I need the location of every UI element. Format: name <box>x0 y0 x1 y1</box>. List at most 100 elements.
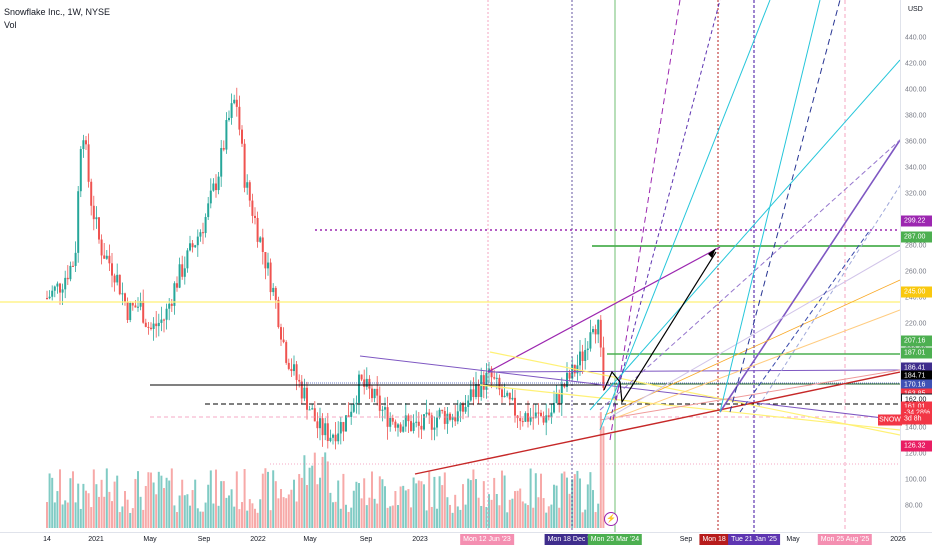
candle-body <box>391 417 394 422</box>
trend-line <box>599 139 900 411</box>
volume-bar <box>376 503 379 528</box>
candle-body <box>329 437 332 442</box>
candle-body <box>553 402 555 413</box>
volume-bar <box>212 503 215 528</box>
candle-body <box>264 252 267 269</box>
candle-body <box>191 243 194 248</box>
volume-bar <box>189 505 191 528</box>
candle-body <box>441 409 444 412</box>
volume-bar <box>417 480 420 528</box>
candle-body <box>451 417 454 420</box>
volume-bar <box>77 483 80 528</box>
volume-bar <box>384 486 386 528</box>
candle-body <box>373 388 376 399</box>
chart-legend: Snowflake Inc., 1W, NYSE Vol <box>4 6 110 32</box>
candle-body <box>259 237 262 242</box>
trend-line <box>609 0 721 421</box>
candle-body <box>547 415 550 418</box>
price-tag: 207.16 <box>901 335 932 347</box>
volume-bar <box>560 473 563 528</box>
candle-body <box>61 289 64 293</box>
volume-bar <box>493 477 496 528</box>
volume-bar <box>48 473 51 528</box>
candle-body <box>82 140 85 150</box>
volume-bar <box>352 490 355 528</box>
price-tag: 161.01 <box>901 401 932 413</box>
volume-bar <box>207 484 210 528</box>
volume-bar <box>51 477 54 528</box>
volume-bar <box>72 471 74 528</box>
symbol-title[interactable]: Snowflake Inc., 1W, NYSE <box>4 7 111 17</box>
candle-body <box>293 364 295 372</box>
candle-body <box>352 404 355 412</box>
price-tag: 184.71 <box>901 370 932 382</box>
candle-body <box>472 389 475 398</box>
price-tick-label: 220.00 <box>905 320 927 328</box>
volume-bar <box>459 509 462 528</box>
volume-bar <box>511 498 514 528</box>
lightning-icon[interactable]: ⚡ <box>604 512 618 526</box>
time-axis[interactable]: 14 2021 May Sep 2022 May Sep 2023 Sep May 2026 Mon… <box>0 532 932 551</box>
candle-body <box>150 327 152 329</box>
candle-body <box>134 305 137 308</box>
volume-bar <box>371 471 373 528</box>
candle-body <box>228 117 230 121</box>
volume-bar <box>365 505 368 528</box>
volume-bar <box>131 508 134 528</box>
price-tick-label: 420.00 <box>905 60 927 68</box>
volume-bar <box>540 473 542 528</box>
volume-bar <box>420 481 423 528</box>
candle-body <box>116 274 119 283</box>
volume-bar <box>116 475 119 528</box>
volume-bar <box>217 505 220 528</box>
candle-body <box>397 424 399 428</box>
candle-body <box>545 415 548 423</box>
candle-body <box>498 377 501 390</box>
volume-bar <box>589 472 592 528</box>
volume-bar <box>66 502 69 528</box>
volume-bar <box>363 478 366 528</box>
volume-bar <box>534 473 537 528</box>
time-marker-label: Mon 25 Mar '24 <box>587 534 643 545</box>
volume-bar <box>592 490 594 528</box>
volume-bar <box>191 490 194 528</box>
candle-body <box>467 400 470 407</box>
volume-bar <box>163 488 165 528</box>
volume-bar <box>178 495 181 528</box>
candle-body <box>267 262 269 269</box>
volume-bar <box>230 489 233 528</box>
price-chart-canvas[interactable] <box>0 0 900 532</box>
price-axis[interactable]: USD 440.00 420.00 400.00 380.00 360.00 340.00… <box>900 0 932 532</box>
candle-body <box>514 397 516 416</box>
price-tick-label: 360.00 <box>905 138 927 146</box>
volume-indicator-label[interactable]: Vol <box>4 20 17 30</box>
volume-bar <box>264 468 267 528</box>
volume-bar <box>586 484 589 528</box>
volume-bar <box>594 512 597 528</box>
trend-line <box>739 229 871 413</box>
time-tick-label: 14 <box>43 536 51 543</box>
candle-body <box>98 217 100 240</box>
volume-bar <box>272 470 275 528</box>
candle-body <box>599 319 602 348</box>
volume-bar <box>243 469 246 528</box>
volume-bar <box>360 498 363 528</box>
candle-body <box>360 374 363 380</box>
candle-body <box>64 277 67 290</box>
price-tick-label: 100.00 <box>905 476 927 484</box>
candle-body <box>306 387 308 410</box>
candle-body <box>371 388 373 399</box>
candle-body <box>100 239 103 256</box>
volume-bar <box>558 507 561 528</box>
volume-bar <box>319 477 321 528</box>
volume-bar <box>342 473 345 528</box>
time-tick-label: May <box>143 536 157 543</box>
price-tag: 287.00 <box>901 231 932 243</box>
volume-bar <box>464 504 467 528</box>
volume-bar <box>147 472 150 528</box>
volume-bar <box>64 500 67 528</box>
volume-bar <box>290 489 293 528</box>
currency-label[interactable]: USD <box>908 6 923 13</box>
volume-bar <box>306 484 308 528</box>
